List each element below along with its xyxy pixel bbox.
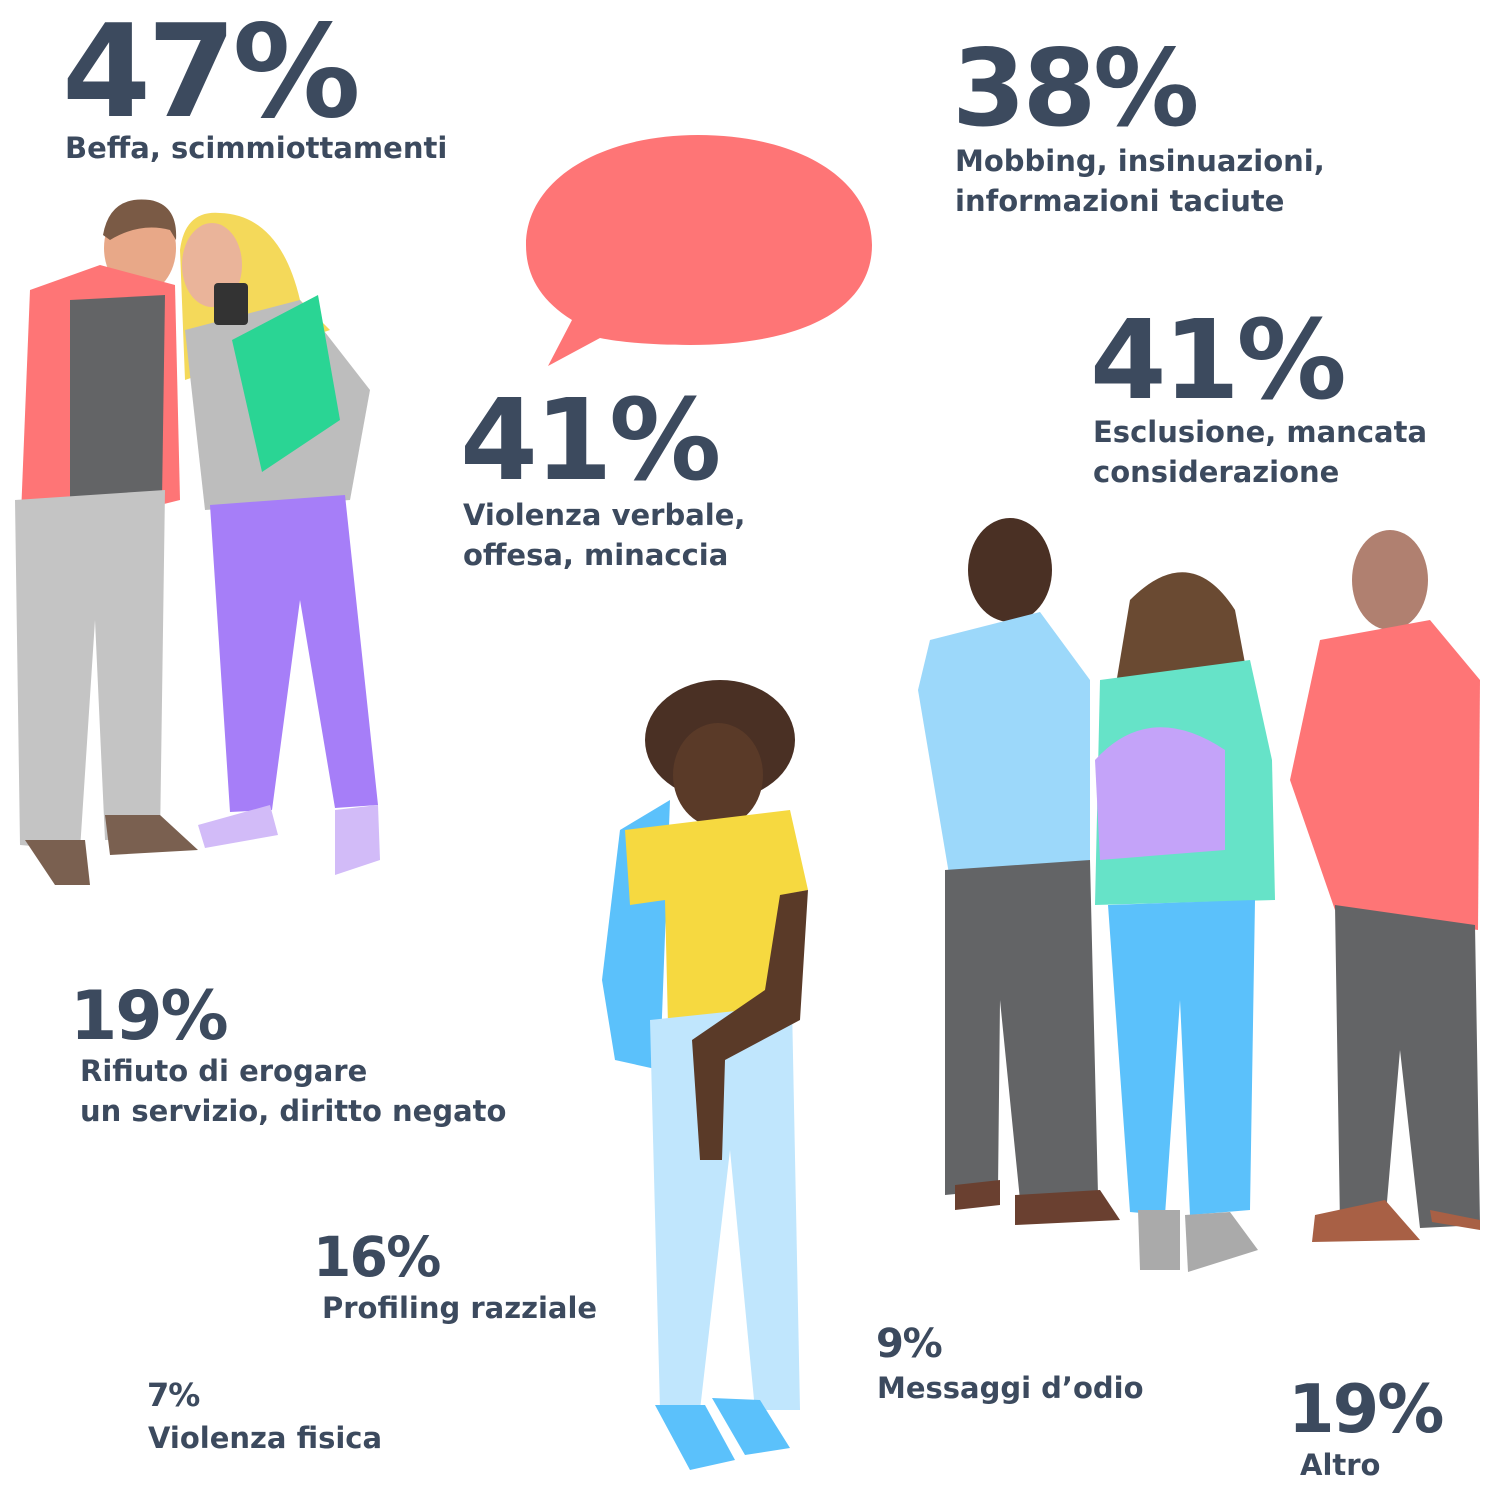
person-center [602, 680, 808, 1470]
stat-label: Mobbing, insinuazioni, [955, 144, 1325, 178]
stat-label: Messaggi d’odio [877, 1371, 1144, 1405]
stat-value: 19% [1288, 1370, 1444, 1448]
stat-value: 38% [952, 27, 1199, 150]
woman-left [180, 212, 380, 875]
stat-value: 19% [70, 977, 229, 1056]
stat-label: considerazione [1093, 455, 1340, 489]
stat-value: 9% [876, 1321, 943, 1367]
stat-label: Violenza verbale, [463, 498, 746, 532]
stat-label: Altro [1300, 1448, 1381, 1482]
stat-label: Esclusione, mancata [1093, 415, 1428, 449]
stat-label: Rifiuto di erogare [80, 1054, 368, 1088]
stat-label: un servizio, diritto negato [80, 1094, 507, 1128]
group-right [918, 518, 1480, 1272]
stat-value: 7% [147, 1376, 200, 1414]
stat-label: Profiling razziale [322, 1291, 598, 1325]
stat-label: offesa, minaccia [463, 538, 729, 572]
man-left [15, 199, 198, 885]
stat-value: 16% [313, 1225, 441, 1289]
stat-label: Violenza fisica [148, 1421, 383, 1455]
stat-value: 47% [62, 0, 361, 147]
stat-label: informazioni taciute [955, 184, 1285, 218]
stat-value: 41% [1090, 296, 1347, 424]
stat-label: Beffa, scimmiottamenti [65, 131, 448, 165]
speech-bubble [526, 135, 872, 366]
stat-value: 41% [460, 376, 721, 506]
